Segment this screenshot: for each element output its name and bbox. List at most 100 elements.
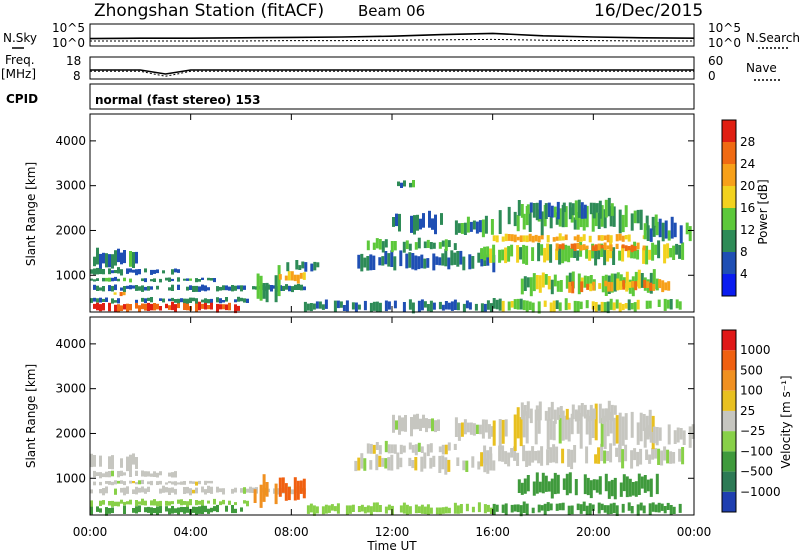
heatmap-cell xyxy=(246,500,249,507)
heatmap-cell xyxy=(486,253,490,266)
heatmap-cell xyxy=(504,233,508,242)
heatmap-cell xyxy=(93,297,96,302)
heatmap-cell xyxy=(129,251,132,267)
colorbar-swatch xyxy=(722,471,736,492)
heatmap-cell xyxy=(195,285,198,292)
heatmap-cell xyxy=(582,208,586,231)
heatmap-cell xyxy=(387,504,391,511)
heatmap-cell xyxy=(186,278,189,281)
heatmap-cell xyxy=(222,499,225,505)
heatmap-cell xyxy=(573,244,577,258)
heatmap-cell xyxy=(426,258,430,268)
heatmap-cell xyxy=(636,299,640,310)
heatmap-cell xyxy=(393,444,397,454)
heatmap-cell xyxy=(537,235,541,243)
heatmap-cell xyxy=(141,297,144,302)
heatmap-cell xyxy=(126,303,129,312)
heatmap-cell xyxy=(165,500,168,506)
heatmap-cell xyxy=(591,504,595,511)
heatmap-cell xyxy=(447,240,451,247)
heatmap-cell xyxy=(519,505,523,517)
heatmap-cell xyxy=(441,304,445,311)
heatmap-cell xyxy=(576,243,580,250)
heatmap-cell xyxy=(392,414,395,433)
heatmap-cell xyxy=(201,499,204,506)
heatmap-cell xyxy=(528,233,532,242)
heatmap-cell xyxy=(123,472,126,476)
heatmap-cell xyxy=(589,404,593,421)
heatmap-cell xyxy=(609,298,613,310)
heatmap-cell xyxy=(616,278,620,291)
colorbar-tick-label: 16 xyxy=(740,201,755,215)
heatmap-cell xyxy=(598,200,602,219)
heatmap-cell xyxy=(630,248,634,259)
heatmap-cell xyxy=(384,440,388,453)
heatmap-cell xyxy=(120,458,123,468)
heatmap-cell xyxy=(663,446,667,461)
heatmap-cell xyxy=(573,445,577,463)
heatmap-cell xyxy=(99,500,102,506)
heatmap-cell xyxy=(522,501,526,513)
colorbar-swatch xyxy=(722,208,736,230)
heatmap-cell xyxy=(147,297,150,301)
heatmap-cell xyxy=(434,214,437,235)
heatmap-cell xyxy=(549,216,553,229)
heatmap-cell xyxy=(417,300,421,312)
heatmap-cell xyxy=(410,215,413,233)
heatmap-cell xyxy=(480,452,484,467)
heatmap-cell xyxy=(492,503,496,516)
heatmap-cell xyxy=(105,486,108,494)
heatmap-cell xyxy=(141,303,144,310)
heatmap-cell xyxy=(102,269,105,275)
heatmap-cell xyxy=(150,279,153,282)
heatmap-cell xyxy=(606,234,610,243)
heatmap-cell xyxy=(600,418,604,447)
heatmap-cell xyxy=(526,401,530,419)
heatmap-cell xyxy=(390,454,394,471)
heatmap-cell xyxy=(673,430,677,444)
heatmap-cell xyxy=(550,478,554,499)
heatmap-cell xyxy=(189,480,192,484)
velocity-heatmap-cells xyxy=(90,400,695,517)
heatmap-cell xyxy=(240,488,243,493)
heatmap-cell xyxy=(357,304,361,310)
heatmap-cell xyxy=(645,215,649,231)
heatmap-cell xyxy=(612,247,616,265)
heatmap-cell xyxy=(162,298,165,303)
heatmap-cell xyxy=(168,481,171,484)
heatmap-cell xyxy=(570,243,574,249)
heatmap-cell xyxy=(420,456,424,472)
heatmap-cell xyxy=(597,212,601,229)
heatmap-cell xyxy=(544,475,548,492)
heatmap-cell xyxy=(546,243,550,261)
heatmap-cell xyxy=(369,302,373,313)
heatmap-cell xyxy=(642,247,646,264)
heatmap-cell xyxy=(129,499,132,505)
heatmap-cell xyxy=(183,302,186,310)
colorbar-tick-label: 25 xyxy=(740,404,755,418)
heatmap-cell xyxy=(156,303,159,310)
heatmap-cell xyxy=(594,204,598,227)
heatmap-cell xyxy=(281,477,285,493)
heatmap-cell xyxy=(658,218,662,238)
heatmap-cell xyxy=(621,244,625,249)
heatmap-cell xyxy=(498,210,502,234)
nsearch-series-line xyxy=(90,38,694,42)
heatmap-cell xyxy=(162,485,165,493)
heatmap-cell xyxy=(484,215,488,234)
heatmap-cell xyxy=(207,500,210,504)
heatmap-cell xyxy=(150,507,153,516)
nave-tick-top: 60 xyxy=(708,54,723,68)
x-ticks: 00:00 04:00 08:00 12:00 16:00 20:00 00:00 xyxy=(73,114,711,539)
heatmap-cell xyxy=(180,298,183,303)
heatmap-cell xyxy=(423,506,427,514)
heatmap-cell xyxy=(586,477,590,496)
heatmap-cell xyxy=(411,302,415,314)
heatmap-cell xyxy=(486,246,490,258)
heatmap-cell xyxy=(618,209,622,234)
heatmap-cell xyxy=(114,488,117,495)
heatmap-cell xyxy=(216,504,219,513)
freq-series-line xyxy=(90,69,694,75)
heatmap-cell xyxy=(219,488,222,493)
heatmap-cell xyxy=(93,470,96,478)
